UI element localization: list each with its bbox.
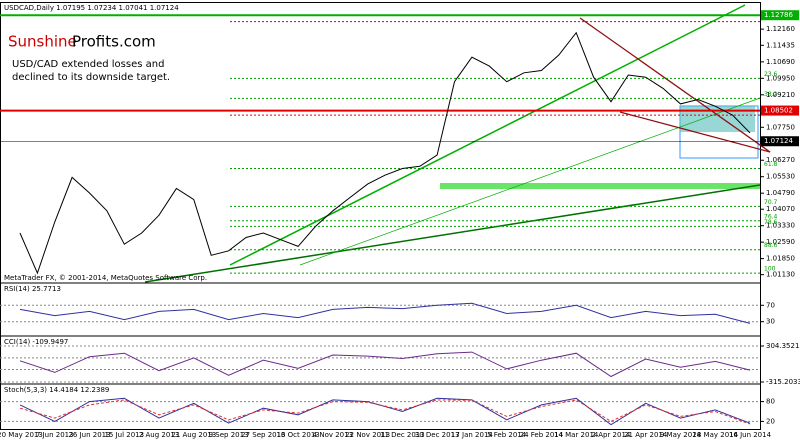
trend-line: [229, 4, 746, 266]
level-box: [761, 10, 799, 21]
y-tick-label: 30: [766, 318, 775, 326]
fib-label: 76.4: [764, 213, 778, 220]
indicator-title: RSI(14) 25.7713: [4, 285, 61, 293]
fib-label: 23.6: [764, 71, 778, 78]
x-tick-label: 14 Mar 2014: [554, 431, 599, 439]
fib-label: 88.6: [764, 242, 778, 249]
y-tick-label: 304.3521: [766, 342, 799, 350]
y-tick-label: -315.2033: [766, 378, 800, 386]
y-tick-label: 1.10690: [766, 58, 795, 66]
y-tick-label: 20: [766, 417, 775, 425]
x-tick-label: 15 Jul 2013: [104, 431, 144, 439]
y-tick-label: 70: [766, 301, 775, 309]
series-line: [19, 351, 751, 378]
y-tick-label: 80: [766, 398, 775, 406]
x-tick-label: 26 Jun 2013: [68, 431, 110, 439]
trend-line: [619, 111, 771, 153]
x-tick-label: 17 Jan 2014: [451, 431, 494, 439]
y-tick-label: 1.04790: [766, 189, 795, 197]
y-tick-label: 1.09210: [766, 91, 795, 99]
y-tick-label: 1.01850: [766, 255, 795, 263]
series-line: [19, 302, 751, 324]
brand-dark: Profits.com: [72, 33, 156, 51]
x-tick-label: 22 Nov 2013: [345, 431, 390, 439]
x-tick-label: 30 Dec 2013: [415, 431, 460, 439]
series-line: [19, 31, 751, 275]
trend-line: [144, 184, 761, 283]
x-tick-label: 7 Jun 2013: [36, 431, 74, 439]
x-tick-label: 21 Aug 2013: [171, 431, 216, 439]
level-box: [761, 136, 799, 147]
x-tick-label: 28 May 2014: [692, 431, 738, 439]
y-tick-label: 1.02590: [766, 238, 795, 246]
y-tick-label: 1.05530: [766, 173, 795, 181]
x-tick-label: 24 Feb 2014: [520, 431, 564, 439]
indicator-title: CCI(14) -109.9497: [4, 338, 68, 346]
y-tick-label: 1.07750: [766, 123, 795, 131]
y-tick-label: 1.01130: [766, 271, 795, 279]
x-tick-label: 16 Oct 2013: [276, 431, 319, 439]
fib-label: 78.6: [764, 219, 778, 226]
series-line: [19, 399, 751, 425]
y-tick-label: 1.11435: [766, 41, 795, 49]
level-label: 1.08502: [764, 107, 793, 115]
x-tick-label: 21 Apr 2014: [624, 431, 668, 439]
y-tick-label: 1.04070: [766, 205, 795, 213]
level-box: [761, 105, 799, 116]
x-tick-label: 20 May 2013: [0, 431, 43, 439]
y-tick-label: 1.03330: [766, 222, 795, 230]
x-tick-label: 11 Dec 2013: [380, 431, 425, 439]
fib-label: 70.7: [764, 199, 778, 206]
indicator-title: Stoch(5,3,3) 14.4184 12.2389: [4, 386, 109, 394]
trend-line: [579, 17, 771, 153]
fib-label: 61.8: [764, 161, 778, 168]
support-zone: [440, 183, 760, 189]
x-tick-label: 16 Jun 2014: [729, 431, 772, 439]
x-tick-label: 2 Apr 2014: [592, 431, 631, 439]
y-tick-label: 1.12160: [766, 25, 795, 33]
level-label: 1.07124: [764, 137, 793, 145]
x-tick-label: 2 Aug 2013: [139, 431, 179, 439]
fib-label: 38.2: [764, 91, 778, 98]
x-tick-label: 9 May 2014: [660, 431, 702, 439]
x-tick-label: 5 Feb 2014: [487, 431, 527, 439]
note-line: USD/CAD extended losses and: [12, 59, 164, 70]
note-line: declined to its downside target.: [12, 72, 170, 83]
x-tick-label: 4 Nov 2013: [313, 431, 353, 439]
trend-line: [299, 97, 761, 266]
x-tick-label: 27 Sep 2013: [241, 431, 285, 439]
plot-frame: [0, 2, 761, 430]
chart-title: USDCAD,Daily 1.07195 1.07234 1.07041 1.0…: [4, 4, 179, 12]
y-tick-label: 1.09950: [766, 74, 795, 82]
copyright: MetaTrader FX, © 2001-2014, MetaQuotes S…: [4, 274, 207, 282]
x-tick-label: 9 Sep 2013: [209, 431, 249, 439]
y-tick-label: 1.06270: [766, 156, 795, 164]
brand-red: Sunshine: [8, 33, 77, 51]
fib-label: 100: [764, 266, 776, 273]
level-label: 1.12786: [764, 11, 793, 19]
